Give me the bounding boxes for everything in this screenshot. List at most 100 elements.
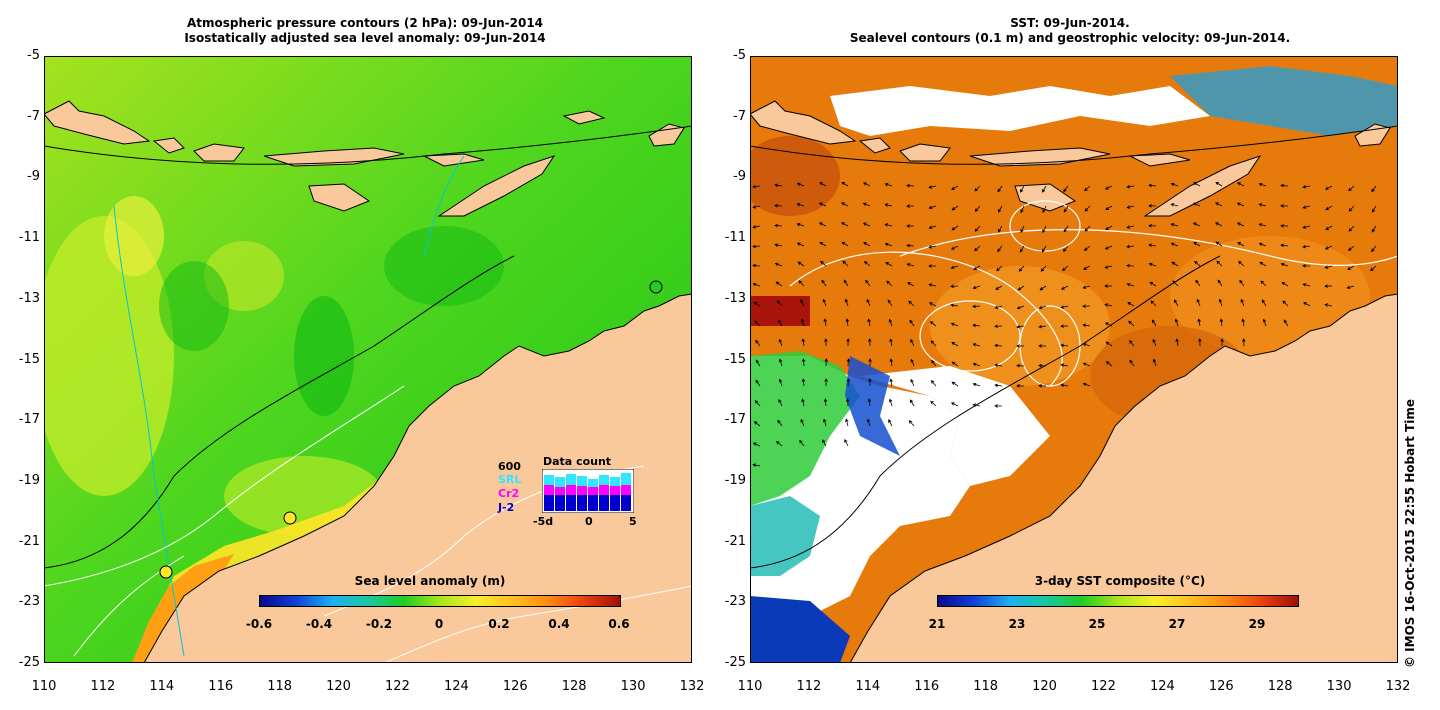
velocity-arrow: [930, 380, 937, 387]
velocity-arrow: [841, 241, 849, 247]
velocity-arrow: [845, 418, 849, 427]
velocity-arrow: [1220, 338, 1224, 347]
velocity-arrow: [846, 358, 851, 367]
velocity-arrow: [1170, 242, 1179, 247]
lon-tick-label: 114: [855, 679, 881, 694]
velocity-arrow: [908, 420, 915, 427]
velocity-arrow: [950, 303, 959, 307]
colorbar-tick-label: 0.6: [608, 617, 630, 631]
velocity-arrow: [1083, 265, 1091, 270]
velocity-arrow: [1302, 205, 1311, 209]
lat-tick-label: -13: [18, 290, 40, 306]
data-count-inset: Data count 600 SRL Cr2 J-2 -5d 0 5: [495, 455, 645, 530]
velocity-arrow: [796, 202, 805, 207]
velocity-arrow: [994, 343, 1003, 348]
data-count-bar-stack: [544, 473, 631, 511]
velocity-arrow: [1192, 202, 1201, 207]
sst-patch: [1170, 236, 1370, 356]
copyright-notice: © IMOS 16-Oct-2015 22:55 Hobart Time: [1403, 398, 1417, 668]
velocity-arrow: [1020, 185, 1025, 193]
velocity-arrow: [819, 241, 827, 247]
sst-cool-water: [750, 596, 850, 663]
velocity-arrow: [1280, 183, 1289, 188]
velocity-arrow: [1082, 304, 1091, 308]
colorbar-tick-label: -0.6: [245, 617, 273, 631]
velocity-arrow: [752, 225, 761, 229]
velocity-arrow: [1170, 203, 1179, 207]
velocity-arrow: [930, 340, 937, 347]
velocity-arrow: [1084, 225, 1091, 232]
velocity-arrow: [972, 285, 981, 290]
velocity-arrow: [928, 185, 937, 189]
velocity-arrow: [1258, 203, 1267, 207]
lat-tick-label: -5: [27, 48, 40, 63]
velocity-arrow: [910, 358, 915, 367]
velocity-arrow: [974, 185, 981, 192]
velocity-arrow: [774, 183, 783, 188]
velocity-arrow: [1170, 182, 1179, 187]
velocity-arrow: [843, 279, 849, 287]
lon-tick-label: 122: [385, 679, 410, 694]
velocity-arrow: [1259, 261, 1267, 267]
tide-gauge-marker: [649, 280, 663, 294]
velocity-arrow: [818, 202, 827, 207]
velocity-arrow: [1038, 383, 1047, 388]
velocity-arrow: [1371, 225, 1377, 233]
velocity-arrow: [1042, 205, 1047, 214]
velocity-arrow: [1126, 225, 1135, 229]
sst-patch: [750, 136, 840, 216]
lat-tick-label: -11: [18, 230, 40, 246]
velocity-arrow: [1325, 205, 1333, 211]
velocity-arrow: [1149, 281, 1157, 287]
lon-tick-label: 128: [1267, 679, 1293, 694]
pressure-contour: [113, 205, 185, 657]
sea-level-contour: [789, 251, 1063, 387]
velocity-arrow: [867, 318, 871, 327]
data-count-xtick: 0: [585, 515, 593, 528]
velocity-arrow: [800, 418, 805, 427]
velocity-arrow: [863, 261, 871, 267]
velocity-arrow: [796, 182, 805, 187]
lat-tick-label: -21: [724, 533, 746, 549]
flores-land: [969, 147, 1111, 167]
sst-cool-water: [750, 351, 860, 506]
velocity-arrow: [867, 398, 872, 407]
velocity-arrow: [1126, 205, 1135, 209]
velocity-arrow: [1105, 205, 1113, 210]
sst-cloud-mask: [860, 366, 1050, 486]
velocity-arrow: [801, 338, 806, 347]
velocity-arrow: [1262, 318, 1267, 327]
velocity-arrow: [778, 398, 783, 407]
velocity-arrow: [884, 223, 893, 227]
lon-tick-label: 126: [1208, 679, 1234, 694]
sst-patch: [930, 266, 1110, 386]
velocity-arrow: [775, 281, 783, 287]
velocity-arrow: [1215, 222, 1223, 227]
sumba-land: [1014, 183, 1077, 212]
velocity-arrow: [889, 358, 894, 367]
velocity-arrow: [1324, 284, 1333, 288]
velocity-arrow: [1016, 344, 1025, 348]
velocity-arrow: [973, 265, 981, 271]
lat-tick-label: -7: [27, 108, 40, 124]
velocity-arrow: [1324, 265, 1333, 269]
velocity-arrow: [1346, 285, 1355, 290]
velocity-arrow: [1258, 223, 1267, 227]
velocity-arrow: [752, 463, 761, 467]
velocity-arrow: [950, 265, 959, 270]
velocity-arrow: [906, 224, 915, 228]
velocity-arrow: [1104, 185, 1113, 190]
velocity-arrow: [798, 280, 805, 287]
velocity-arrow: [1236, 202, 1245, 207]
velocity-arrow: [1060, 343, 1069, 348]
tanimbar-land: [648, 123, 685, 147]
velocity-arrow: [972, 362, 981, 367]
velocity-arrow: [950, 402, 959, 407]
velocity-arrow: [753, 421, 761, 427]
velocity-arrow: [997, 245, 1003, 253]
velocity-arrow: [799, 439, 805, 447]
velocity-arrow: [1174, 318, 1179, 327]
velocity-arrow: [1063, 245, 1069, 253]
velocity-arrow: [910, 378, 915, 387]
lat-tick-label: -19: [724, 472, 746, 488]
